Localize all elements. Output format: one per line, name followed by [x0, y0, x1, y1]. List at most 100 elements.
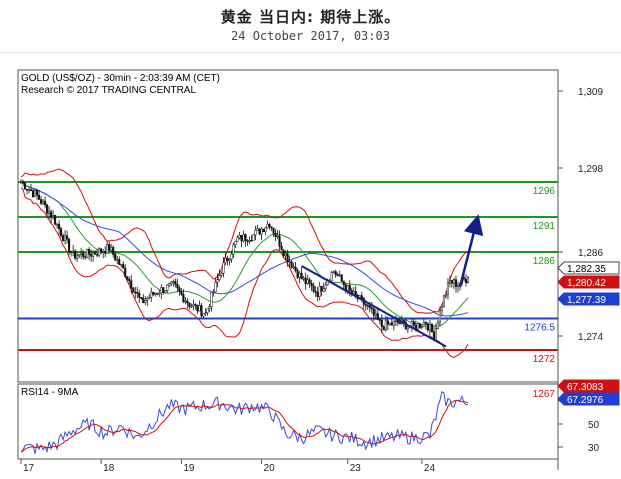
candle-body — [172, 281, 175, 283]
moving-average-50 — [20, 181, 469, 317]
candle-body — [176, 284, 179, 288]
candle-body — [84, 256, 87, 258]
candle-body — [320, 285, 323, 292]
candle-body — [27, 189, 31, 191]
rsi-ma-line — [20, 399, 469, 453]
candle-body — [96, 254, 99, 256]
candle-body — [108, 244, 111, 251]
candle-body — [284, 253, 287, 256]
candle-body — [272, 227, 275, 234]
rsi-tick-label: 50 — [588, 420, 600, 431]
price-tick-label: 1,309 — [578, 87, 603, 98]
candle-body — [68, 239, 71, 252]
price-tick-label: 1,274 — [578, 332, 603, 343]
candle-body — [430, 323, 433, 333]
candle-body — [82, 252, 85, 257]
candle-body — [256, 228, 259, 231]
candle-body — [106, 244, 109, 254]
candle-body — [134, 291, 137, 294]
candle-body — [164, 290, 167, 293]
candle-body — [76, 255, 79, 259]
candle-body — [384, 320, 387, 331]
candle-body — [182, 293, 185, 302]
candle-body — [378, 319, 381, 321]
forecast-arrow — [458, 214, 484, 288]
level-label: 1296 — [533, 186, 556, 197]
candle-body — [346, 285, 349, 291]
chart-title: GOLD (US$/OZ) - 30min - 2:03:39 AM (CET) — [21, 73, 220, 84]
candle-body — [126, 276, 129, 280]
candle-body — [208, 306, 211, 309]
candle-body — [204, 312, 207, 315]
candle-body — [452, 279, 456, 284]
candle-body — [248, 240, 251, 242]
level-label: 1276.5 — [524, 323, 555, 334]
moving-average-tag-box — [557, 292, 620, 306]
candle-body — [244, 234, 247, 241]
candle-body — [39, 199, 43, 204]
candle-body — [370, 307, 373, 310]
candle-body — [394, 320, 397, 322]
candle-body — [418, 323, 421, 328]
candle-body — [220, 272, 223, 276]
candle-body — [190, 305, 193, 308]
candle-body — [324, 284, 327, 289]
candle-body — [296, 270, 299, 278]
candle-body — [142, 297, 145, 303]
candle-body — [270, 226, 273, 229]
candle-body — [64, 235, 67, 241]
rsi-ma-tag: 67.3083 — [557, 379, 620, 393]
candle-body — [194, 304, 197, 306]
candle-body — [158, 292, 161, 295]
candle-body — [58, 223, 61, 229]
bollinger-upper-tag-label: 1,280.42 — [567, 278, 606, 289]
candle-body — [266, 224, 269, 229]
candle-body — [136, 291, 139, 294]
candle-body — [364, 304, 367, 306]
candle-body — [298, 272, 301, 278]
candle-body — [398, 322, 401, 325]
candle-body — [46, 204, 49, 214]
candle-body — [242, 234, 245, 242]
last-price-tag-box — [557, 261, 620, 275]
header-divider — [0, 52, 621, 53]
candle-body — [254, 230, 257, 236]
chart-credit: Research © 2017 TRADING CENTRAL — [21, 85, 196, 96]
candle-body — [434, 328, 437, 341]
candle-body — [132, 287, 135, 293]
candle-body — [278, 235, 281, 247]
candle-body — [198, 305, 201, 312]
candle-body — [210, 292, 213, 307]
candle-body — [66, 235, 69, 240]
candle-body — [366, 304, 369, 307]
candle-body — [286, 253, 289, 263]
page-title: 黄金 当日内: 期待上涨。 — [220, 8, 401, 26]
candle-body — [78, 254, 81, 257]
candle-body — [416, 323, 419, 330]
candle-body — [228, 258, 231, 261]
candle-body — [420, 326, 423, 328]
candle-body — [342, 280, 345, 286]
candle-body — [90, 254, 93, 257]
candle-body — [294, 266, 297, 271]
candle-body — [102, 251, 105, 253]
candle-body — [442, 295, 445, 307]
candle-body — [304, 277, 307, 284]
candle-body — [160, 287, 163, 294]
candle-body — [44, 200, 47, 206]
candle-body — [236, 237, 239, 242]
date-tick-label: 24 — [424, 463, 436, 474]
candle-body — [456, 285, 460, 287]
rsi-ma-tag-box — [557, 379, 620, 393]
candle-body — [374, 313, 377, 316]
candle-body — [31, 190, 35, 197]
candle-body — [268, 224, 271, 228]
candle-body — [166, 284, 169, 291]
candle-body — [54, 215, 57, 225]
candle-body — [234, 240, 237, 246]
level-label: 1291 — [533, 221, 556, 232]
candle-body — [35, 190, 39, 196]
candle-body — [130, 280, 133, 289]
candle-body — [448, 280, 452, 284]
candle-body — [218, 275, 221, 280]
